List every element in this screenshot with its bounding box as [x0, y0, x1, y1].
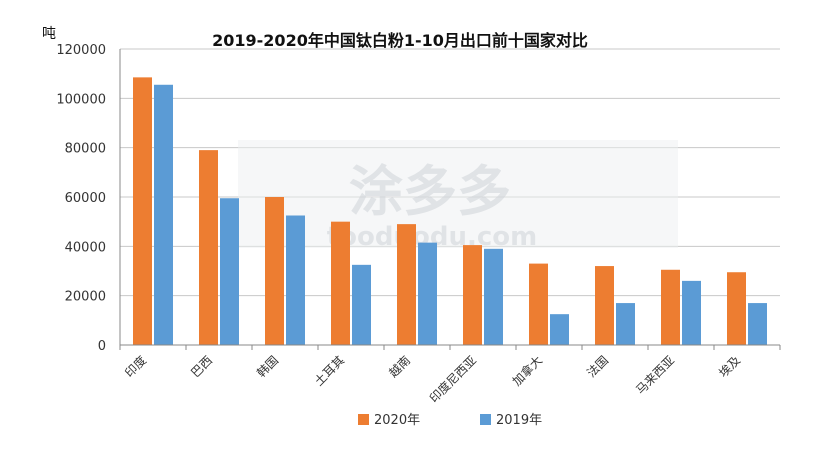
legend: 2020年 2019年 [358, 413, 542, 428]
x-category-label: 马来西亚 [633, 353, 677, 397]
x-category-label: 巴西 [188, 353, 215, 380]
x-category-label: 埃及 [716, 353, 743, 380]
y-tick-label: 20000 [65, 290, 106, 305]
bar-series2 [748, 303, 767, 345]
bar-series2 [154, 84, 173, 346]
legend-label: 2019年 [496, 413, 542, 428]
legend-label: 2020年 [374, 413, 420, 428]
y-axis-ticks: 0 20000 40000 60000 80000 100000 120000 [56, 43, 106, 354]
bar-series2 [286, 215, 305, 345]
x-category-label: 土耳其 [312, 353, 347, 388]
bar-series1 [331, 221, 350, 345]
bar-series1 [133, 77, 152, 345]
x-category-label: 加拿大 [509, 353, 545, 389]
x-category-label: 印度尼西亚 [426, 353, 479, 406]
bar-series1 [397, 224, 416, 345]
y-tick-label: 80000 [65, 142, 106, 157]
y-axis-unit-label: 吨 [42, 26, 56, 42]
bar-series1 [529, 263, 548, 345]
bar-series1 [463, 245, 482, 345]
bar-series1 [595, 266, 614, 345]
y-tick-label: 60000 [65, 191, 106, 206]
bar-series2 [352, 264, 371, 345]
legend-swatch [480, 414, 491, 425]
chart-title: 2019-2020年中国钛白粉1-10月出口前十国家对比 [212, 31, 588, 50]
x-axis-labels: 印度 巴西 韩国 土耳其 越南 印度尼西亚 加拿大 法国 马来西亚 埃及 [122, 353, 744, 406]
bar-series1 [265, 197, 284, 345]
bar-series2 [682, 280, 701, 345]
x-category-label: 越南 [386, 353, 414, 381]
bar-series2 [616, 303, 635, 345]
x-category-label: 印度 [122, 353, 150, 381]
watermark-cn: 涂多多 [349, 160, 511, 223]
bar-series1 [661, 269, 680, 345]
bar-series2 [484, 248, 503, 345]
bar-series1 [727, 272, 746, 345]
axes [119, 49, 781, 350]
x-category-label: 韩国 [254, 353, 282, 381]
x-category-label: 法国 [584, 353, 611, 380]
bar-series2 [220, 198, 239, 345]
y-tick-label: 0 [98, 339, 106, 354]
y-tick-label: 120000 [56, 43, 106, 58]
bar-series1 [199, 150, 218, 345]
y-tick-label: 100000 [56, 92, 106, 107]
bar-series2 [418, 242, 437, 345]
bar-series2 [550, 314, 569, 345]
y-tick-label: 40000 [65, 240, 106, 255]
bars [133, 77, 767, 346]
legend-swatch [358, 414, 369, 425]
